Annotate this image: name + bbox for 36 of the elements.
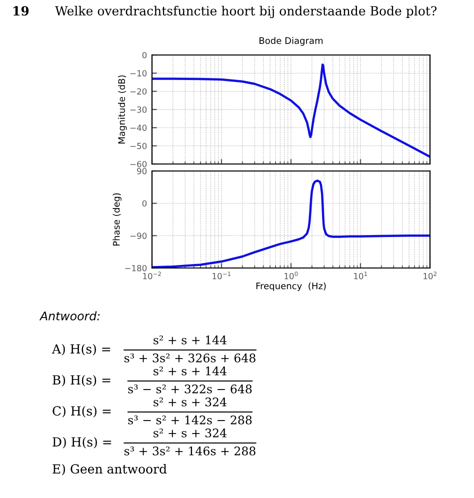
text: Antwoord: [39,311,100,320]
text: 19 [14,6,29,16]
text: s³ + 3s² + 146s + 288 [124,446,256,456]
y-tick-label: −20 [130,88,147,95]
y-tick-label: −10 [130,70,147,76]
y-tick-label: 0 [142,52,147,58]
text: s³ − s² + 322s − 648 [128,384,252,394]
x-tick-label: 10$^{1}$ [354,272,368,280]
y-tick-label: −60 [130,160,147,168]
y-tick-label: −50 [130,142,147,150]
text: A) H(s) = [52,344,110,356]
text: s² + s + 324 [154,428,226,438]
x-axis-title: Frequency (Hz) [256,282,326,292]
text: s³ + 3s² + 326s + 648 [124,353,256,362]
y-tick-label: −90 [130,232,147,239]
y-axis-title: Magnitude (dB) [118,75,127,144]
chart-title: Bode Diagram [260,37,323,46]
text: s³ − s² + 142s − 288 [128,415,252,424]
text: C) H(s) = [52,406,111,418]
y-tick-label: −180 [125,264,147,272]
text: D) H(s) = [52,436,112,448]
x-tick-label: 10$^{2}$ [424,272,436,280]
text: Welke overdrachtsfunctie hoort bij onderstaande Bode plot? [55,6,437,18]
y-tick-label: 0 [142,200,147,207]
text: E) Geen antwoord [52,464,167,476]
y-tick-label: −40 [130,124,147,131]
x-tick-label: 10$^{−2}$ [143,272,161,280]
text: s² + s + 144 [154,366,226,376]
text: B) H(s) = [52,374,110,386]
y-axis-title: Phase (deg) [112,193,122,246]
text: s² + s + 324 [154,397,226,406]
x-tick-label: 10$^{−1}$ [212,272,230,280]
x-tick-label: 10$^{0}$ [284,272,298,280]
y-tick-label: 90 [137,168,147,174]
y-tick-label: −30 [130,106,147,113]
text: s² + s + 144 [154,335,226,344]
